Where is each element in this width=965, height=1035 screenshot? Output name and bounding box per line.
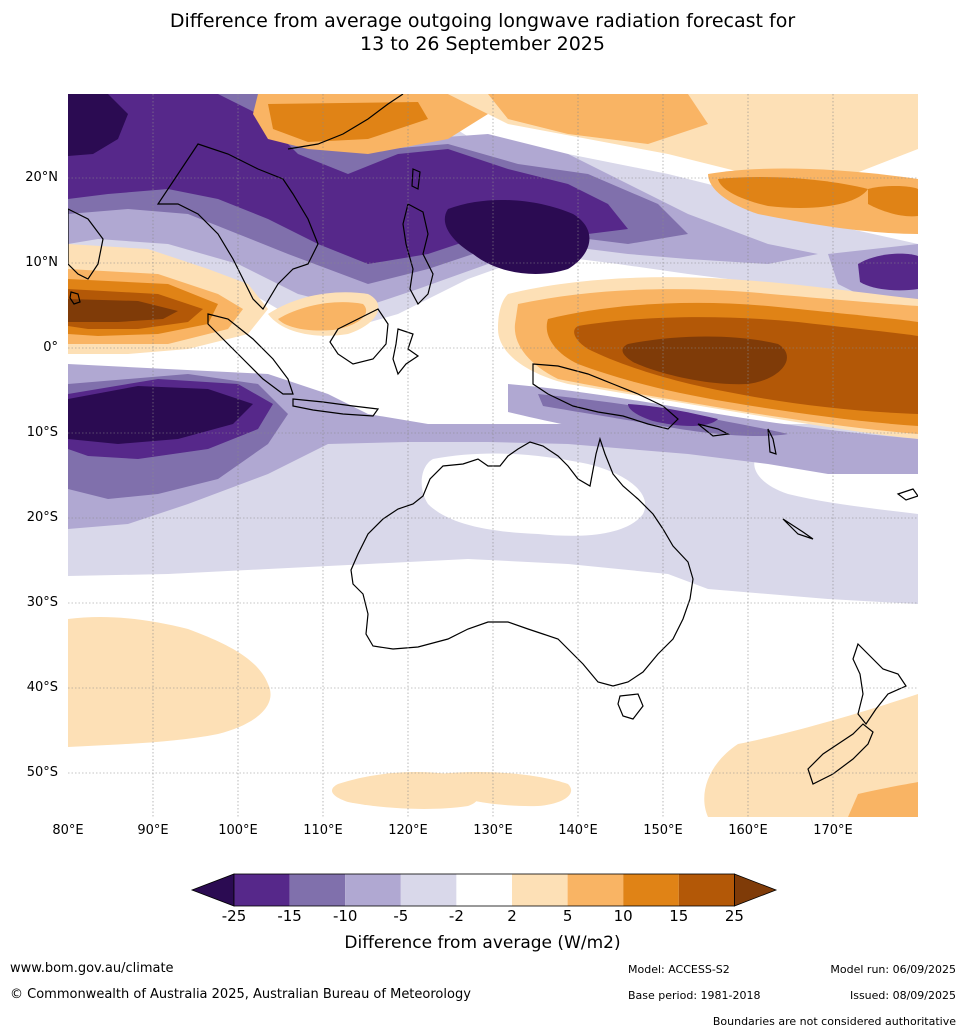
anomaly-region (622, 336, 787, 385)
lat-label-20s: 20°S (26, 510, 58, 525)
fiji-islands (896, 488, 918, 501)
anomaly-region (868, 185, 918, 217)
india-coastline (68, 208, 104, 280)
anomaly-region (438, 772, 572, 807)
lat-label-40s: 40°S (26, 680, 58, 695)
anomaly-region (278, 302, 367, 331)
title-line-1: Difference from average outgoing longwav… (169, 10, 796, 32)
colorbar-segment (289, 874, 346, 906)
colorbar-segment (345, 874, 401, 906)
new-guinea-coastline (532, 363, 679, 430)
lon-label-160e: 160°E (728, 823, 768, 838)
anomaly-region (718, 177, 868, 209)
issued-text: Issued: 08/09/2025 (849, 989, 956, 1002)
anomaly-region (421, 453, 646, 536)
lon-label-110e: 110°E (303, 823, 343, 838)
colorbar-segment (567, 874, 624, 906)
graticule (68, 94, 918, 817)
lon-label-90e: 90°E (137, 823, 169, 838)
colorbar-extend-low (190, 873, 235, 907)
anomaly-region (68, 299, 178, 322)
anomaly-region (68, 617, 271, 747)
lon-label-130e: 130°E (473, 823, 513, 838)
base-period-text: Base period: 1981-2018 (628, 989, 761, 1002)
lat-label-30s: 30°S (26, 595, 58, 610)
colorbar-tick: 15 (669, 907, 689, 925)
tasmania-coastline (617, 693, 644, 720)
model-text: Model: ACCESS-S2 (628, 963, 730, 976)
colorbar (190, 873, 778, 907)
colorbar-segment (234, 874, 290, 906)
lon-label-80e: 80°E (52, 823, 84, 838)
sumatra-coastline (207, 313, 294, 395)
lat-label-10n: 10°N (25, 255, 58, 270)
copyright-text: © Commonwealth of Australia 2025, Austra… (10, 987, 471, 1002)
colorbar-tick: 5 (562, 907, 573, 925)
new-zealand-south-island (807, 723, 874, 785)
anomaly-region (668, 594, 708, 654)
anomaly-region (68, 94, 128, 156)
new-caledonia (782, 518, 814, 540)
colorbar-tick: 2 (507, 907, 517, 925)
lon-label-150e: 150°E (643, 823, 683, 838)
lat-label-20n: 20°N (25, 170, 58, 185)
anomaly-region (488, 94, 708, 144)
anomaly-region (848, 782, 918, 817)
model-run-text: Model run: 06/09/2025 (830, 963, 956, 976)
lon-label-120e: 120°E (388, 823, 428, 838)
vanuatu-islands (767, 428, 777, 455)
colorbar-segment (400, 874, 457, 906)
disclaimer-text: Boundaries are not considered authoritat… (712, 1015, 956, 1028)
website-link[interactable]: www.bom.gov.au/climate (10, 961, 174, 976)
colorbar-tick: -25 (221, 907, 247, 925)
anomaly-region (68, 386, 253, 444)
chart-title: Difference from average outgoing longwav… (0, 10, 965, 56)
lat-label-10s: 10°S (26, 425, 58, 440)
colorbar-segment (512, 874, 568, 906)
colorbar-tick: 10 (613, 907, 633, 925)
lat-label-0: 0° (43, 340, 58, 355)
sri-lanka-coastline (69, 291, 81, 305)
new-zealand-north-island (852, 642, 907, 726)
solomon-islands (697, 423, 731, 437)
colorbar-title: Difference from average (W/m2) (344, 933, 621, 953)
colorbar-outline (233, 873, 735, 907)
colorbar-tick: -5 (393, 907, 409, 925)
lon-label-100e: 100°E (218, 823, 258, 838)
philippines-coastline (402, 203, 434, 305)
anomaly-region (444, 199, 590, 274)
lon-label-170e: 170°E (813, 823, 853, 838)
title-line-2: 13 to 26 September 2025 (360, 33, 605, 55)
lon-label-140e: 140°E (558, 823, 598, 838)
colorbar-segment (623, 874, 679, 906)
indochina-coastline (156, 143, 319, 310)
colorbar-extend-high (734, 873, 778, 907)
colorbar-segment (456, 874, 512, 906)
taiwan-coastline (411, 168, 421, 190)
map-svg (68, 94, 918, 817)
olr-anomaly-map (68, 94, 918, 817)
lat-label-50s: 50°S (26, 765, 58, 780)
java-coastline (292, 398, 380, 417)
colorbar-tick: -15 (277, 907, 302, 925)
colorbar-tick: -10 (332, 907, 358, 925)
anomaly-region (268, 102, 428, 142)
colorbar-tick: 25 (724, 907, 744, 925)
colorbar-tick: -2 (448, 907, 464, 925)
anomaly-region (68, 364, 918, 529)
china-coastline (287, 94, 404, 150)
sulawesi-coastline (392, 328, 420, 376)
colorbar-segment (678, 874, 735, 906)
